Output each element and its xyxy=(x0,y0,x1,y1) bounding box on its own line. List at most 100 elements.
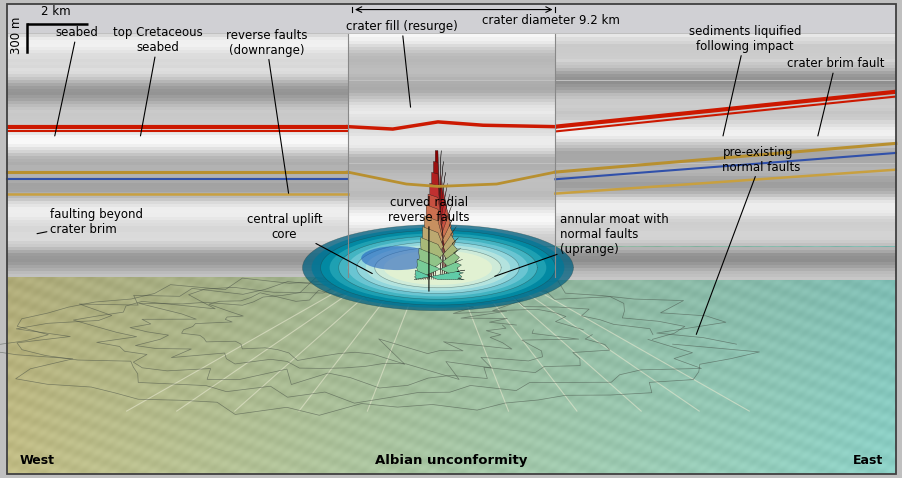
Polygon shape xyxy=(7,41,347,43)
Polygon shape xyxy=(555,176,895,179)
Polygon shape xyxy=(347,145,555,148)
Text: central uplift
core: central uplift core xyxy=(246,213,372,273)
Polygon shape xyxy=(7,101,347,104)
Polygon shape xyxy=(555,277,895,280)
Polygon shape xyxy=(7,198,347,201)
Polygon shape xyxy=(347,268,555,271)
Polygon shape xyxy=(555,84,895,87)
Polygon shape xyxy=(555,102,895,105)
Polygon shape xyxy=(555,225,895,228)
Polygon shape xyxy=(7,55,347,59)
Polygon shape xyxy=(7,92,347,95)
Polygon shape xyxy=(347,161,555,163)
Polygon shape xyxy=(7,138,347,141)
Polygon shape xyxy=(347,277,555,280)
Polygon shape xyxy=(7,120,347,122)
Bar xyxy=(7,4,895,33)
Polygon shape xyxy=(555,185,895,188)
Polygon shape xyxy=(7,256,347,259)
Polygon shape xyxy=(555,65,895,68)
Polygon shape xyxy=(7,50,347,53)
Polygon shape xyxy=(347,65,555,68)
Polygon shape xyxy=(555,179,895,182)
Polygon shape xyxy=(347,240,555,243)
Polygon shape xyxy=(555,243,895,247)
Polygon shape xyxy=(7,147,347,150)
Polygon shape xyxy=(347,62,555,65)
Polygon shape xyxy=(7,110,347,113)
Text: 2 km: 2 km xyxy=(41,5,70,18)
Polygon shape xyxy=(7,95,347,98)
Text: crater fill (resurge): crater fill (resurge) xyxy=(345,20,457,107)
Polygon shape xyxy=(347,59,555,62)
Polygon shape xyxy=(347,120,555,123)
Polygon shape xyxy=(7,104,347,107)
Polygon shape xyxy=(347,102,555,105)
Polygon shape xyxy=(347,204,555,206)
Ellipse shape xyxy=(347,239,528,296)
Polygon shape xyxy=(347,213,555,216)
Polygon shape xyxy=(7,201,347,205)
Polygon shape xyxy=(555,231,895,234)
Polygon shape xyxy=(7,150,347,153)
Polygon shape xyxy=(7,241,347,244)
Polygon shape xyxy=(7,262,347,265)
Polygon shape xyxy=(555,219,895,222)
Polygon shape xyxy=(555,265,895,268)
Polygon shape xyxy=(7,226,347,228)
Polygon shape xyxy=(555,41,895,43)
Polygon shape xyxy=(347,133,555,136)
Polygon shape xyxy=(7,177,347,180)
Polygon shape xyxy=(555,234,895,237)
Polygon shape xyxy=(555,237,895,240)
Ellipse shape xyxy=(356,242,519,293)
Polygon shape xyxy=(555,47,895,50)
Ellipse shape xyxy=(329,233,546,302)
Polygon shape xyxy=(555,148,895,151)
Polygon shape xyxy=(347,243,555,247)
Polygon shape xyxy=(347,167,555,170)
Polygon shape xyxy=(555,191,895,194)
Polygon shape xyxy=(7,168,347,171)
Polygon shape xyxy=(555,62,895,65)
Polygon shape xyxy=(7,86,347,89)
Polygon shape xyxy=(555,87,895,90)
Polygon shape xyxy=(347,222,555,225)
Polygon shape xyxy=(7,68,347,71)
Polygon shape xyxy=(7,107,347,110)
Polygon shape xyxy=(555,256,895,259)
Polygon shape xyxy=(7,186,347,189)
Polygon shape xyxy=(347,182,555,185)
Polygon shape xyxy=(555,250,895,252)
Polygon shape xyxy=(7,232,347,235)
Polygon shape xyxy=(433,162,443,280)
Polygon shape xyxy=(555,142,895,145)
Polygon shape xyxy=(347,50,555,53)
Polygon shape xyxy=(555,247,895,250)
Polygon shape xyxy=(7,219,347,223)
Polygon shape xyxy=(555,154,895,157)
Polygon shape xyxy=(7,180,347,183)
Polygon shape xyxy=(555,43,895,47)
Polygon shape xyxy=(347,123,555,127)
Polygon shape xyxy=(347,256,555,259)
Polygon shape xyxy=(555,194,895,197)
Polygon shape xyxy=(555,145,895,148)
Polygon shape xyxy=(347,41,555,43)
Polygon shape xyxy=(7,77,347,80)
Polygon shape xyxy=(555,90,895,93)
Polygon shape xyxy=(347,87,555,90)
Polygon shape xyxy=(7,196,347,198)
Polygon shape xyxy=(7,271,347,274)
Polygon shape xyxy=(347,231,555,234)
Polygon shape xyxy=(347,170,555,173)
Polygon shape xyxy=(7,116,347,120)
Polygon shape xyxy=(423,216,454,280)
Polygon shape xyxy=(7,98,347,101)
Polygon shape xyxy=(555,204,895,206)
Polygon shape xyxy=(7,129,347,131)
Polygon shape xyxy=(347,118,555,120)
Polygon shape xyxy=(555,108,895,111)
Polygon shape xyxy=(7,144,347,147)
Polygon shape xyxy=(347,139,555,142)
